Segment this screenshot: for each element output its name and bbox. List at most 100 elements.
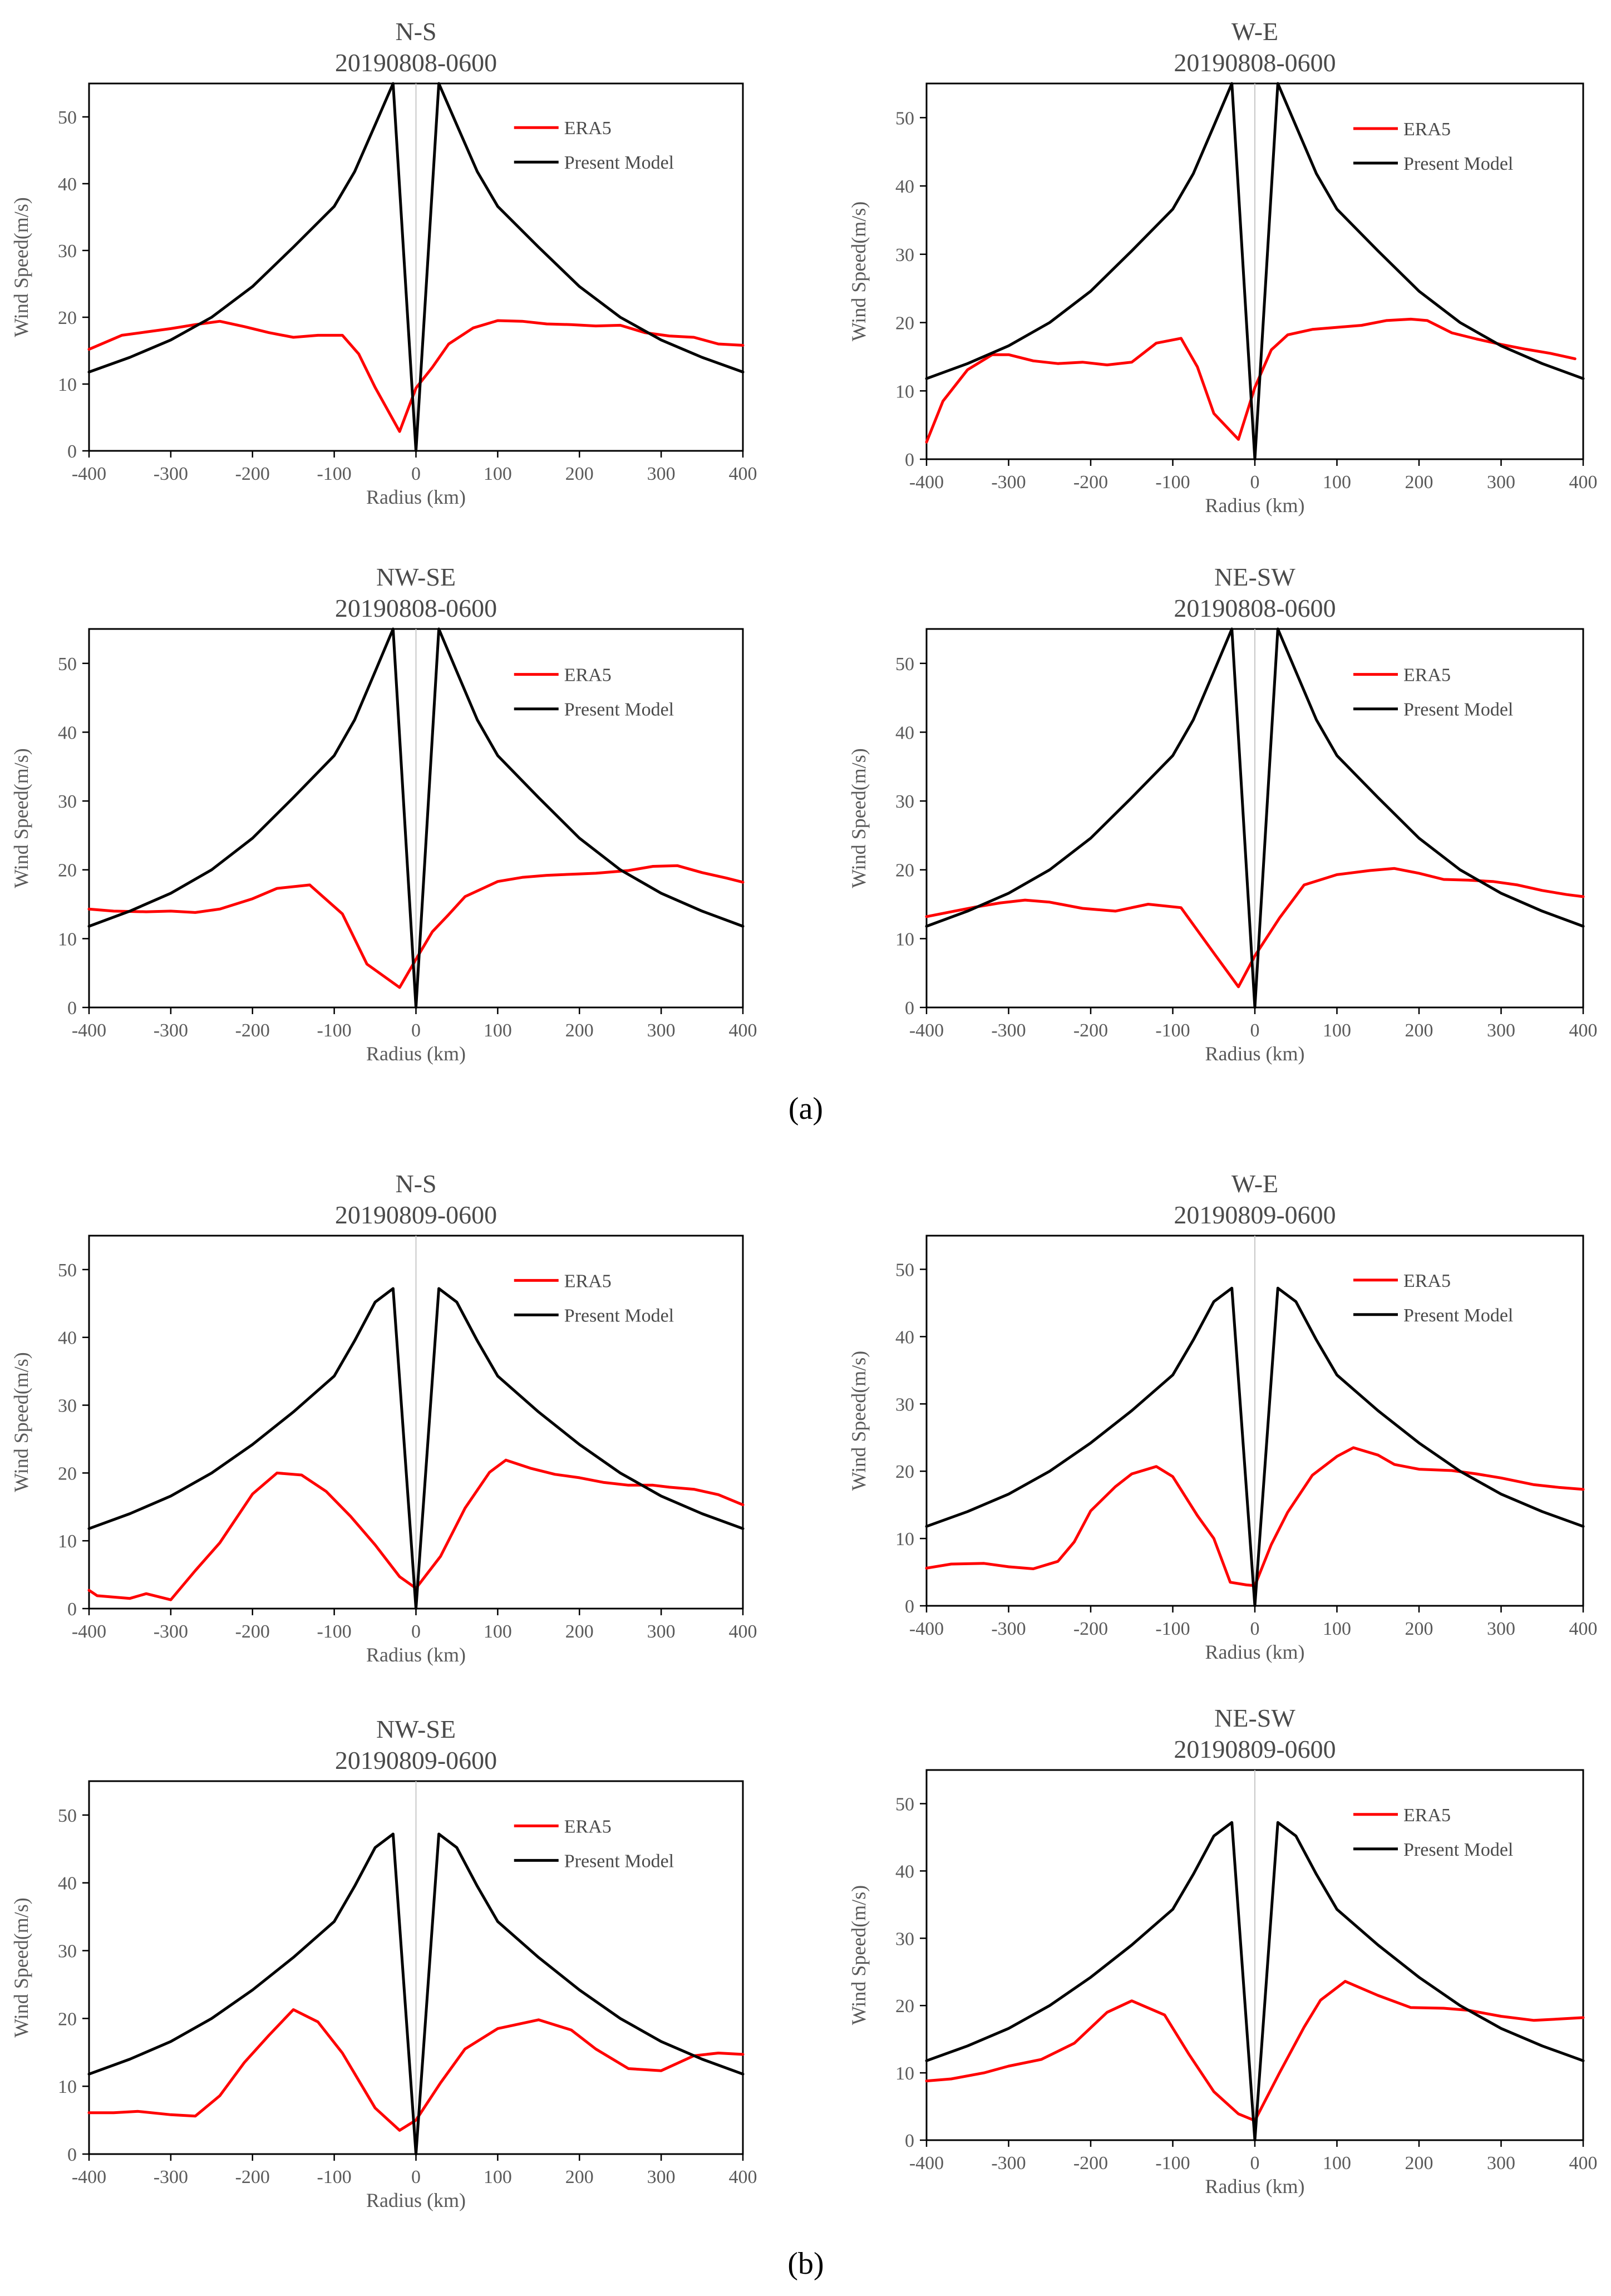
panel-label-a: (a) — [789, 1092, 823, 1126]
y-tick-label: 0 — [905, 1596, 914, 1617]
y-tick-label: 40 — [58, 1874, 77, 1894]
x-tick-label: 400 — [1569, 1020, 1598, 1041]
x-tick-label: -200 — [1073, 472, 1108, 493]
legend-label: ERA5 — [564, 118, 612, 139]
x-tick-label: 200 — [565, 1020, 594, 1041]
y-tick-label: 50 — [58, 1806, 77, 1826]
y-tick-label: 30 — [895, 791, 914, 812]
y-tick-label: 0 — [905, 450, 914, 470]
chart-subtitle: 20190808-0600 — [1174, 594, 1336, 622]
x-axis-label: Radius (km) — [366, 1644, 466, 1666]
y-tick-label: 40 — [895, 722, 914, 743]
x-tick-label: 300 — [1487, 472, 1515, 493]
series-line-era5 — [87, 2008, 745, 2132]
chart-subtitle: 20190809-0600 — [335, 1746, 497, 1774]
x-tick-label: -200 — [235, 464, 270, 484]
legend-label: ERA5 — [1403, 1805, 1451, 1826]
legend-label: ERA5 — [564, 1271, 612, 1291]
x-tick-label: -200 — [235, 1621, 270, 1642]
x-tick-label: -400 — [72, 1020, 106, 1041]
x-tick-label: 400 — [1569, 472, 1598, 493]
y-tick-label: 40 — [58, 174, 77, 195]
x-tick-label: 100 — [484, 464, 512, 484]
x-tick-label: 300 — [1487, 2153, 1515, 2174]
chart-subtitle: 20190808-0600 — [335, 594, 497, 622]
chart-subtitle: 20190808-0600 — [1174, 48, 1336, 77]
x-tick-label: -200 — [235, 1020, 270, 1041]
series-line-era5 — [925, 317, 1576, 444]
x-tick-label: 400 — [729, 1020, 757, 1041]
x-axis-label: Radius (km) — [1205, 2175, 1305, 2197]
series-line-present-model — [925, 1286, 1585, 1607]
x-tick-label: 300 — [647, 1621, 676, 1642]
x-tick-label: -100 — [1155, 472, 1190, 493]
x-tick-label: -300 — [154, 2167, 188, 2187]
x-axis-label: Radius (km) — [366, 486, 466, 508]
y-axis-label: Wind Speed(m/s) — [10, 748, 32, 888]
chart-4: NE-SW 20190808-0600 0 10 20 30 40 50 -400 -300 -20… — [848, 563, 1598, 1065]
y-tick-label: 0 — [67, 1599, 77, 1620]
x-tick-label: 200 — [565, 1621, 594, 1642]
x-tick-label: 200 — [1405, 2153, 1433, 2174]
y-tick-label: 20 — [895, 313, 914, 334]
y-tick-label: 10 — [895, 381, 914, 402]
y-tick-label: 30 — [895, 245, 914, 266]
panel-label-b: (b) — [787, 2246, 824, 2281]
y-tick-label: 20 — [895, 1462, 914, 1482]
chart-subtitle: 20190809-0600 — [1174, 1201, 1336, 1229]
x-tick-label: -300 — [154, 464, 188, 484]
y-tick-label: 50 — [895, 1260, 914, 1280]
chart-8: NE-SW 20190809-0600 0 10 20 30 40 50 -400 -300 -20… — [848, 1704, 1598, 2197]
y-tick-label: 40 — [895, 1861, 914, 1882]
x-tick-label: -300 — [154, 1621, 188, 1642]
x-tick-label: -100 — [317, 1621, 351, 1642]
x-tick-label: 100 — [1323, 2153, 1351, 2174]
legend-label: Present Model — [564, 1851, 674, 1871]
x-tick-label: 0 — [411, 1020, 421, 1041]
y-tick-label: 0 — [67, 2145, 77, 2165]
y-tick-label: 50 — [58, 107, 77, 128]
y-tick-label: 0 — [905, 998, 914, 1019]
series-line-era5 — [87, 1458, 745, 1601]
x-tick-label: 400 — [729, 2167, 757, 2187]
x-tick-label: 0 — [1250, 2153, 1260, 2174]
x-tick-label: -300 — [991, 1619, 1026, 1639]
x-tick-label: -400 — [72, 2167, 106, 2187]
x-tick-label: -200 — [235, 2167, 270, 2187]
y-tick-label: 40 — [58, 722, 77, 743]
legend-label: Present Model — [1403, 1305, 1513, 1326]
x-tick-label: 300 — [647, 2167, 676, 2187]
x-tick-label: 200 — [565, 464, 594, 484]
series-line-era5 — [87, 864, 745, 989]
x-tick-label: 100 — [484, 1621, 512, 1642]
y-tick-label: 10 — [895, 929, 914, 950]
x-tick-label: 400 — [729, 1621, 757, 1642]
y-tick-label: 50 — [58, 654, 77, 675]
chart-title: NW-SE — [376, 563, 456, 591]
x-tick-label: 200 — [1405, 1619, 1433, 1639]
chart-7: NW-SE 20190809-0600 0 10 20 30 40 50 -400 -300 -20… — [10, 1715, 757, 2211]
x-tick-label: -200 — [1073, 1020, 1108, 1041]
x-tick-label: 100 — [1323, 1020, 1351, 1041]
x-axis-label: Radius (km) — [366, 1043, 466, 1065]
y-tick-label: 40 — [895, 176, 914, 197]
series-line-present-model — [87, 82, 745, 453]
y-tick-label: 20 — [895, 1996, 914, 2017]
x-tick-label: -300 — [991, 2153, 1026, 2174]
chart-title: NE-SW — [1214, 563, 1295, 591]
x-axis-label: Radius (km) — [1205, 1043, 1305, 1065]
x-tick-label: -100 — [1155, 1619, 1190, 1639]
x-tick-label: 0 — [1250, 1020, 1260, 1041]
y-tick-label: 50 — [895, 654, 914, 675]
series-line-era5 — [925, 1446, 1585, 1587]
series-line-present-model — [87, 627, 745, 1009]
x-tick-label: -400 — [909, 472, 944, 493]
x-tick-label: 200 — [565, 2167, 594, 2187]
x-tick-label: -200 — [1073, 1619, 1108, 1639]
y-axis-label: Wind Speed(m/s) — [848, 1885, 870, 2025]
y-tick-label: 10 — [58, 929, 77, 950]
y-tick-label: 20 — [58, 1463, 77, 1484]
chart-title: N-S — [395, 1169, 436, 1198]
